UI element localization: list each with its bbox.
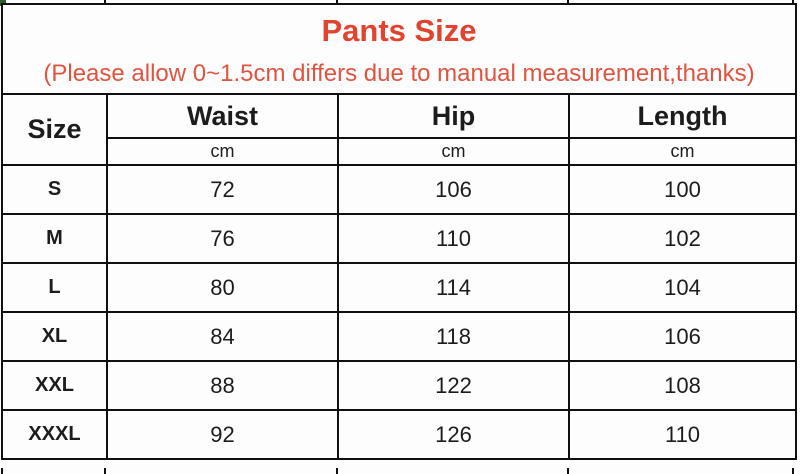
table-row-xxl: XXL 88 122 108 <box>1 360 798 411</box>
length-value: 102 <box>567 213 798 264</box>
waist-value: 88 <box>106 360 339 411</box>
size-label: XXL <box>1 360 108 411</box>
column-header-length: Length <box>567 93 798 139</box>
table-row-s: S 72 106 100 <box>1 164 798 215</box>
hip-value: 106 <box>337 164 570 215</box>
length-value: 106 <box>567 311 798 362</box>
table-row-m: M 76 110 102 <box>1 213 798 264</box>
length-value: 100 <box>567 164 798 215</box>
title-cell: Pants Size (Please allow 0~1.5cm differs… <box>0 3 798 95</box>
grid-tick-bottom <box>567 468 569 474</box>
grid-tick-bottom <box>104 468 106 474</box>
unit-cell-length: cm <box>567 137 798 166</box>
page-title: Pants Size <box>321 13 477 49</box>
size-label: M <box>1 213 108 264</box>
length-value: 104 <box>567 262 798 313</box>
hip-value: 126 <box>337 409 570 460</box>
size-label: XL <box>1 311 108 362</box>
table-row-xl: XL 84 118 106 <box>1 311 798 362</box>
waist-value: 84 <box>106 311 339 362</box>
grid-tick-top <box>104 0 106 3</box>
waist-value: 80 <box>106 262 339 313</box>
hip-value: 114 <box>337 262 570 313</box>
grid-tick-top <box>336 0 338 3</box>
grid-tick-bottom <box>792 468 794 474</box>
grid-tick-bottom <box>1 468 3 474</box>
unit-row: cm cm cm <box>2 137 798 166</box>
waist-value: 76 <box>106 213 339 264</box>
grid-tick-bottom <box>336 468 338 474</box>
grid-tick-top <box>792 0 794 3</box>
length-value: 110 <box>567 409 798 460</box>
header-row: Size Waist Hip Length <box>1 93 798 166</box>
column-header-size: Size <box>1 93 108 166</box>
unit-cell-waist: cm <box>106 137 339 166</box>
hip-value: 118 <box>337 311 570 362</box>
measurement-disclaimer: (Please allow 0~1.5cm differs due to man… <box>43 59 755 87</box>
grid-tick-top <box>567 0 569 3</box>
waist-value: 92 <box>106 409 339 460</box>
hip-value: 110 <box>337 213 570 264</box>
length-value: 108 <box>567 360 798 411</box>
table-row-xxxl: XXXL 92 126 110 <box>1 409 798 460</box>
size-label: XXXL <box>1 409 108 460</box>
size-label: S <box>1 164 108 215</box>
size-chart-table: Pants Size (Please allow 0~1.5cm differs… <box>0 3 798 460</box>
waist-value: 72 <box>106 164 339 215</box>
title-row: Pants Size (Please allow 0~1.5cm differs… <box>0 3 798 95</box>
column-header-hip: Hip <box>337 93 570 139</box>
column-header-waist: Waist <box>106 93 339 139</box>
hip-value: 122 <box>337 360 570 411</box>
unit-cell-hip: cm <box>337 137 570 166</box>
table-row-l: L 80 114 104 <box>1 262 798 313</box>
size-label: L <box>1 262 108 313</box>
